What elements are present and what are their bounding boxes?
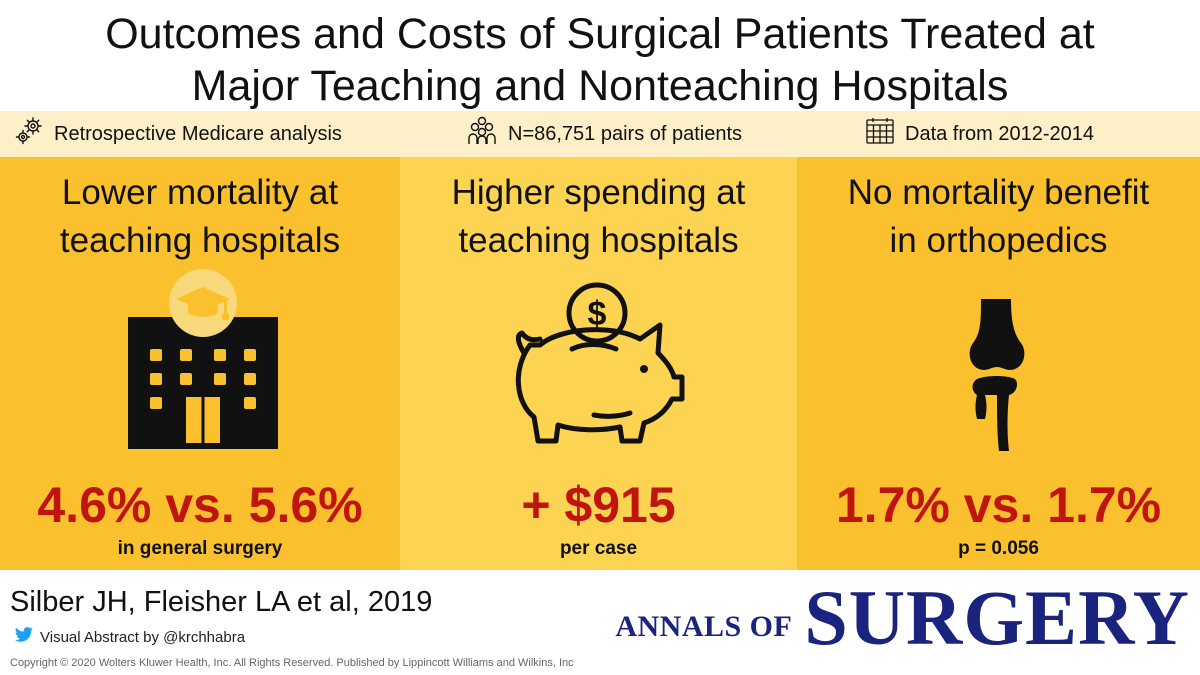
sample-size-text: N=86,751 pairs of patients (508, 122, 743, 145)
credit-text: Visual Abstract by @krchhabra (40, 628, 246, 646)
data-period-text: Data from 2012-2014 (905, 122, 1095, 145)
panel-heading-line-1: Higher spending at (451, 173, 746, 212)
orthopedics-panel: No mortality benefit in orthopedics 1.7%… (797, 157, 1200, 570)
panel-heading-line-2: teaching hospitals (59, 221, 341, 260)
spending-panel: Higher spending at teaching hospitals $ … (400, 157, 797, 570)
sample-size-item: N=86,751 pairs of patients (466, 111, 742, 157)
citation: Silber JH, Fleisher LA et al, 2019 (10, 586, 433, 618)
mortality-subtext: in general surgery (117, 538, 283, 559)
school-building-icon (128, 269, 278, 454)
copyright-notice: Copyright © 2020 Wolters Kluwer Health, … (10, 657, 574, 669)
data-period-item: Data from 2012-2014 (865, 111, 1094, 157)
page-title: Outcomes and Costs of Surgical Patients … (0, 8, 1200, 112)
panel-heading-line-2: teaching hospitals (458, 221, 739, 260)
orthopedics-subtext: p = 0.056 (958, 538, 1039, 559)
panel-heading-line-1: No mortality benefit (847, 173, 1150, 212)
orthopedics-stat: 1.7% vs. 1.7% (835, 477, 1162, 533)
panel-heading: Lower mortality at teaching hospitals (0, 169, 400, 265)
calendar-icon (865, 116, 905, 152)
mortality-stat: 4.6% vs. 5.6% (37, 477, 363, 533)
study-info-bar: Retrospective Medicare analysis N=86,751… (0, 111, 1200, 157)
study-type-item: Retrospective Medicare analysis (14, 111, 342, 157)
spending-subtext: per case (559, 538, 638, 559)
journal-name: SURGERY (804, 574, 1190, 661)
mortality-panel: Lower mortality at teaching hospitals (0, 157, 400, 570)
spending-stat: + $915 (521, 477, 676, 533)
gears-icon (14, 116, 54, 152)
panel-heading: Higher spending at teaching hospitals (400, 169, 797, 265)
visual-abstract-credit: Visual Abstract by @krchhabra (14, 627, 245, 647)
twitter-bird-icon (14, 627, 40, 647)
panel-heading-line-1: Lower mortality at (61, 173, 339, 212)
journal-prefix: ANNALS OF (615, 610, 793, 643)
panel-heading: No mortality benefit in orthopedics (797, 169, 1200, 265)
journal-logo: ANNALS OF SURGERY (615, 574, 1190, 661)
title-line-2: Major Teaching and Nonteaching Hospitals (191, 62, 1009, 110)
svg-text:$: $ (588, 295, 607, 333)
people-group-icon (466, 116, 508, 152)
knee-joint-icon (967, 299, 1027, 456)
study-type-text: Retrospective Medicare analysis (54, 122, 342, 145)
title-line-1: Outcomes and Costs of Surgical Patients … (105, 10, 1095, 58)
panel-heading-line-2: in orthopedics (889, 221, 1108, 260)
piggy-bank-icon: $ (510, 279, 688, 460)
